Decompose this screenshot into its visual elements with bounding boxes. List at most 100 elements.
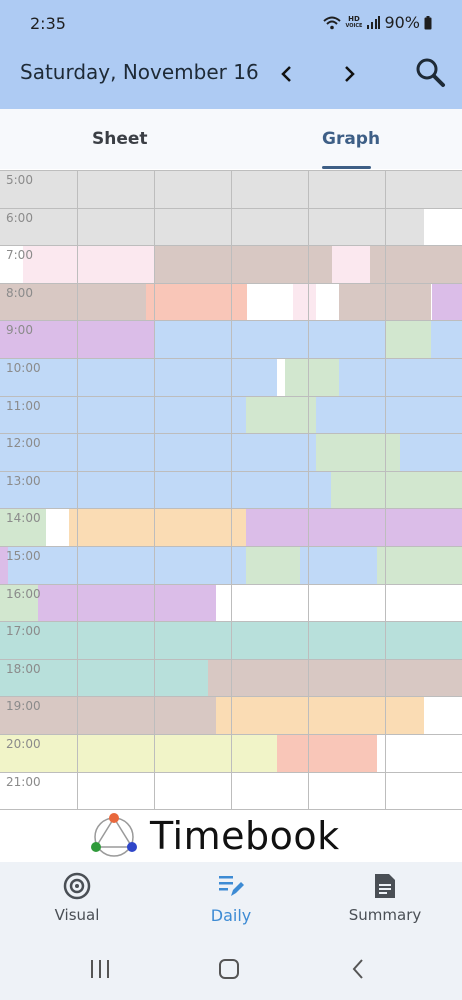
activity-block[interactable] [0,509,47,546]
previous-day-button[interactable] [273,60,301,88]
hour-row[interactable]: 6:00 [0,207,462,246]
activity-block[interactable] [315,434,401,471]
activity-block[interactable] [331,246,370,283]
activity-block[interactable] [0,359,278,396]
activity-block[interactable] [400,434,462,471]
hour-row[interactable]: 12:00 [0,433,462,471]
activity-block[interactable] [0,584,39,622]
hour-row[interactable]: 16:00 [0,583,462,622]
tab-sheet[interactable]: Sheet [92,129,148,149]
hd-label: HD [348,14,360,23]
timebook-logo-icon [91,813,137,857]
activity-block[interactable] [292,283,316,321]
timeline-graph[interactable]: 5:00 6:00 7:00 8:00 9:00 10:00 11:00 12:00 13:00… [0,170,462,811]
list-edit-icon [219,876,244,896]
activity-block[interactable] [277,735,378,772]
activity-block[interactable] [153,246,332,283]
hour-label: 7:00 [6,248,33,263]
chevron-right-icon [345,66,355,82]
tab-graph[interactable]: Graph [322,129,381,149]
hour-label: 20:00 [6,737,41,751]
hour-row[interactable]: 15:00 [0,546,462,584]
activity-block[interactable] [338,359,462,396]
hour-label: 5:00 [6,173,33,187]
date-title: Saturday, November 16 [20,60,259,84]
nav-summary-label: Summary [348,906,422,924]
activity-block[interactable] [23,246,154,283]
activity-block[interactable] [0,547,8,584]
activity-block[interactable] [215,584,462,622]
activity-block[interactable] [0,321,154,358]
voice-label: VOICE [345,22,363,29]
activity-block[interactable] [369,246,462,283]
battery-icon [424,15,432,29]
activity-block[interactable] [69,509,247,546]
activity-block[interactable] [153,321,385,358]
back-icon[interactable] [350,958,366,980]
hour-label: 9:00 [6,323,33,338]
view-tabs: Sheet Graph [0,109,462,169]
activity-block[interactable] [277,359,286,396]
nav-summary[interactable]: Summary [325,872,445,924]
activity-block[interactable] [246,396,316,434]
app-bar: Saturday, November 16 [0,46,462,109]
home-icon[interactable] [218,958,240,980]
activity-block[interactable] [431,321,462,358]
hour-row[interactable]: 11:00 [0,395,462,434]
activity-block[interactable] [377,547,462,584]
activity-block[interactable] [377,735,462,772]
activity-block[interactable] [246,547,301,584]
search-button[interactable] [414,56,446,88]
grid-divider [154,170,155,809]
activity-block[interactable] [146,283,247,321]
target-icon [63,872,91,900]
activity-block[interactable] [0,283,147,321]
hour-row[interactable]: 19:00 [0,696,462,734]
grid-divider [231,170,232,809]
grid-divider [308,170,309,809]
activity-block[interactable] [0,246,24,283]
hour-row[interactable]: 7:00 [0,245,462,283]
activity-block[interactable] [38,584,216,622]
hour-row[interactable]: 18:00 [0,658,462,697]
activity-block[interactable] [285,359,339,396]
activity-block[interactable] [315,396,462,434]
activity-block[interactable] [384,321,432,358]
activity-block[interactable] [331,471,462,509]
nav-daily-label: Daily [210,906,252,925]
activity-block[interactable] [0,434,316,471]
activity-block[interactable] [46,509,70,546]
battery-percent: 90% [384,13,420,32]
recent-apps-icon[interactable] [88,958,112,980]
nav-daily[interactable]: Daily [171,872,291,925]
activity-block[interactable] [423,208,462,246]
activity-block[interactable] [0,659,208,697]
grid-bottom-line [0,809,462,811]
status-bar: 2:35 HD VOICE 90% [0,0,462,46]
activity-block[interactable] [0,208,424,246]
bottom-navigation: Visual Daily Summary [0,862,462,938]
document-icon [375,874,395,898]
activity-block[interactable] [246,283,293,321]
status-icons: HD VOICE 90% [323,13,432,32]
activity-block[interactable] [0,471,332,509]
activity-block[interactable] [0,735,278,772]
activity-block[interactable] [0,396,247,434]
activity-block[interactable] [423,697,462,734]
hour-label: 21:00 [6,774,41,789]
activity-block[interactable] [316,283,340,321]
activity-block[interactable] [207,659,462,697]
signal-icon [367,15,381,29]
activity-block[interactable] [246,509,462,546]
activity-block[interactable] [215,697,424,734]
next-day-button[interactable] [335,60,363,88]
hour-label: 18:00 [6,661,41,676]
hour-row[interactable]: 9:00 [0,320,462,358]
nav-visual[interactable]: Visual [17,872,137,924]
activity-block[interactable] [7,547,247,584]
search-icon [416,58,445,87]
activity-block[interactable] [300,547,378,584]
activity-block[interactable] [431,283,462,321]
activity-block[interactable] [0,697,216,734]
hour-row[interactable]: 14:00 [0,508,462,546]
